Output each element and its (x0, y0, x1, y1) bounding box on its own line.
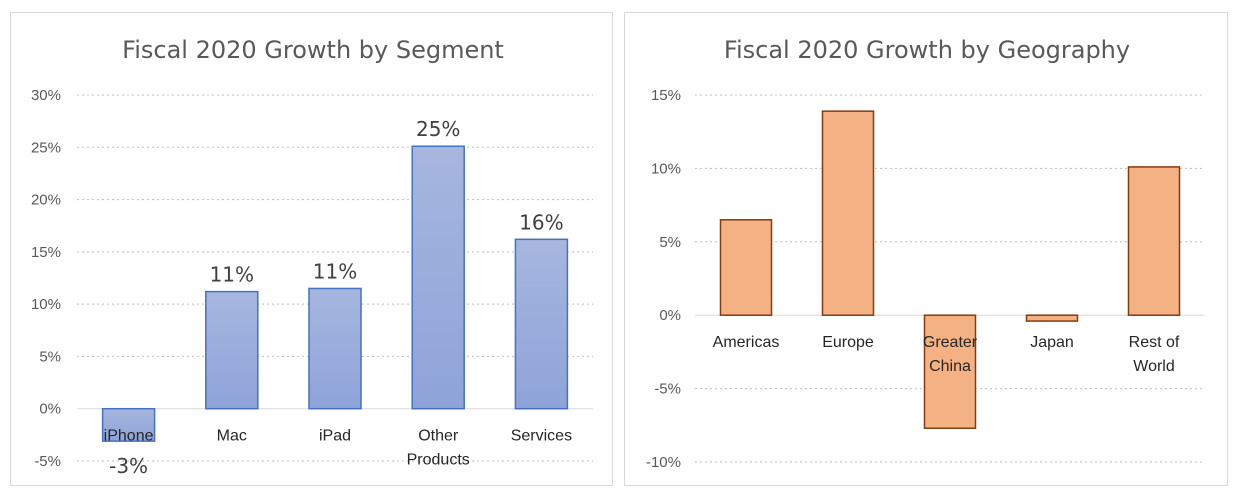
segment-chart-panel: Fiscal 2020 Growth by Segment 30% 25% 20% 1… (10, 12, 613, 486)
x-category-label: Europe (822, 334, 874, 351)
bar (1025, 314, 1079, 322)
y-tick-label: 25% (31, 139, 61, 156)
data-label: -3% (109, 454, 148, 478)
segment-chart-title: Fiscal 2020 Growth by Segment (122, 36, 504, 64)
data-label: 11% (210, 263, 254, 287)
bar (821, 110, 875, 316)
x-category-label: Americas (713, 334, 780, 351)
geography-chart-title: Fiscal 2020 Growth by Geography (724, 36, 1130, 64)
x-category-label: Rest of (1129, 334, 1180, 351)
y-tick-label: 5% (39, 348, 61, 365)
y-tick-label: 0% (39, 401, 61, 418)
y-tick-label: 5% (659, 234, 681, 251)
x-category-label: Mac (217, 428, 247, 445)
y-tick-label: 10% (651, 160, 681, 177)
geography-chart-panel: Fiscal 2020 Growth by Geography 15% 10% 5%… (624, 12, 1228, 486)
y-tick-label: 10% (31, 296, 61, 313)
bar (719, 219, 773, 316)
x-category-label: Greater (923, 334, 978, 351)
x-category-label: iPhone (104, 428, 154, 445)
x-category-label: Other (418, 428, 459, 445)
y-tick-label: -10% (646, 454, 681, 471)
data-label: 16% (519, 210, 563, 234)
bar (1127, 166, 1181, 316)
bar (411, 145, 465, 410)
y-tick-label: 15% (31, 244, 61, 261)
bar (514, 238, 569, 410)
bar (101, 407, 156, 442)
x-category-label: Products (407, 452, 470, 469)
bar (205, 290, 259, 410)
data-label: 11% (313, 259, 357, 283)
x-category-label: iPad (319, 428, 351, 445)
x-category-label: Japan (1030, 334, 1074, 351)
y-tick-label: 20% (31, 192, 61, 209)
x-category-label: China (929, 358, 971, 375)
bar (923, 314, 977, 429)
y-tick-label: 30% (31, 87, 61, 104)
y-tick-label: -5% (34, 453, 61, 470)
y-tick-label: -5% (654, 381, 681, 398)
segment-chart: Fiscal 2020 Growth by Segment 30% 25% 20% 1… (31, 36, 593, 478)
geography-chart: Fiscal 2020 Growth by Geography 15% 10% 5%… (646, 36, 1205, 471)
bar (308, 287, 362, 410)
data-label: 25% (416, 117, 460, 141)
y-tick-label: 15% (651, 87, 681, 104)
y-tick-label: 0% (659, 307, 681, 324)
x-category-label: World (1133, 358, 1175, 375)
x-category-label: Services (511, 428, 572, 445)
